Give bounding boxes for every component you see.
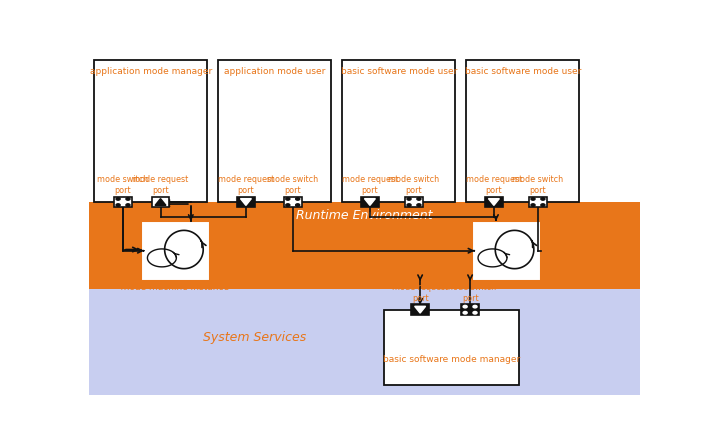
Circle shape [417, 198, 421, 200]
Bar [218, 60, 331, 202]
Bar [361, 197, 379, 207]
Text: mode request
port: mode request port [132, 175, 188, 195]
Bar [95, 60, 208, 202]
Text: application mode user: application mode user [224, 67, 326, 76]
Circle shape [541, 204, 545, 206]
Circle shape [407, 198, 411, 200]
Polygon shape [488, 198, 499, 206]
Circle shape [126, 204, 130, 206]
Text: System Services: System Services [203, 330, 306, 344]
Circle shape [531, 198, 535, 200]
Text: mode switch
port: mode switch port [513, 175, 564, 195]
Text: basic software mode user: basic software mode user [464, 67, 581, 76]
Circle shape [126, 198, 130, 200]
Bar [485, 197, 503, 207]
Circle shape [116, 204, 120, 206]
Text: mode switch
port: mode switch port [388, 175, 439, 195]
Text: basic software mode manager: basic software mode manager [383, 355, 520, 364]
Circle shape [531, 204, 535, 206]
Bar [472, 221, 540, 281]
Circle shape [286, 204, 290, 206]
Circle shape [116, 198, 120, 200]
Circle shape [463, 312, 467, 314]
Text: Runtime Environment: Runtime Environment [296, 209, 432, 222]
Text: mode request
port: mode request port [466, 175, 522, 195]
Bar [284, 197, 301, 207]
Polygon shape [155, 198, 166, 206]
Text: mode request
port: mode request port [218, 175, 274, 195]
Bar [461, 304, 479, 315]
Circle shape [286, 198, 290, 200]
Circle shape [463, 305, 467, 308]
Circle shape [296, 204, 300, 206]
Text: mode switch
port: mode switch port [267, 175, 319, 195]
Polygon shape [415, 306, 426, 313]
Circle shape [473, 305, 477, 308]
Bar [466, 60, 579, 202]
Text: mode request
port: mode request port [342, 175, 398, 195]
Bar [89, 202, 640, 289]
Bar [411, 304, 429, 315]
Circle shape [417, 204, 421, 206]
Bar [529, 197, 547, 207]
Bar [114, 197, 132, 207]
Bar [89, 289, 640, 395]
Text: mode machine Instance: mode machine Instance [122, 283, 230, 292]
Circle shape [296, 198, 300, 200]
Circle shape [407, 204, 411, 206]
Text: mode switch
port: mode switch port [444, 283, 496, 302]
Text: mode request
port: mode request port [392, 283, 448, 302]
Polygon shape [240, 198, 252, 206]
Bar [343, 60, 455, 202]
Bar [405, 197, 423, 207]
Polygon shape [365, 198, 375, 206]
Circle shape [473, 312, 477, 314]
Text: basic software mode user: basic software mode user [341, 67, 457, 76]
Text: application mode manager: application mode manager [90, 67, 212, 76]
Text: mode switch
port: mode switch port [97, 175, 149, 195]
Bar [384, 310, 519, 385]
Bar [237, 197, 255, 207]
Circle shape [541, 198, 545, 200]
Bar [141, 221, 210, 281]
Bar [151, 197, 169, 207]
